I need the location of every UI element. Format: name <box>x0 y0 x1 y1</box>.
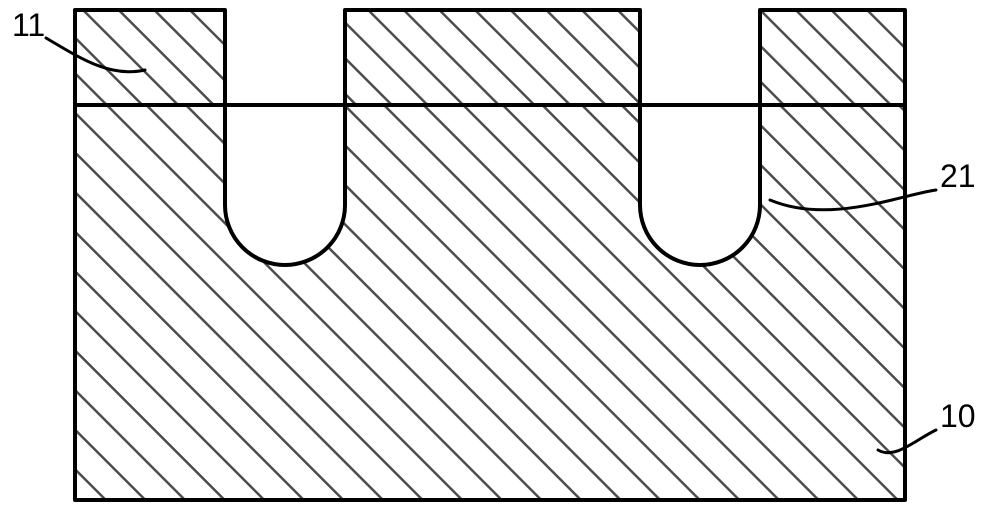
label-11: 11 <box>12 9 45 41</box>
figure-container: 11 21 10 <box>0 0 1000 524</box>
diagram-svg <box>0 0 1000 524</box>
label-21: 21 <box>940 160 976 192</box>
label-10: 10 <box>940 400 976 432</box>
